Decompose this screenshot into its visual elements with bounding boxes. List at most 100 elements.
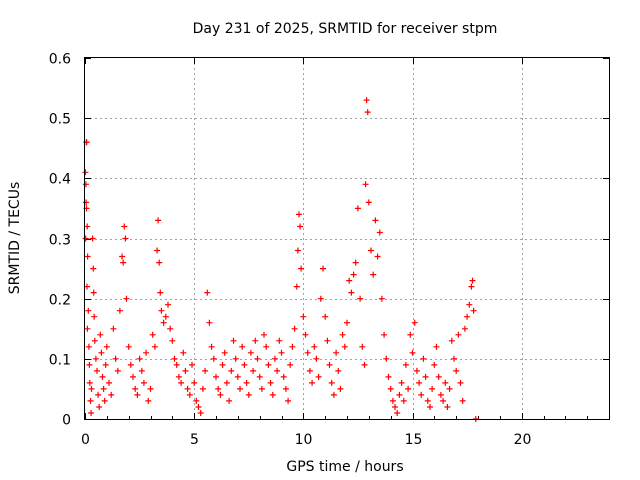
data-point [398, 379, 405, 386]
data-point [182, 367, 189, 374]
data-point [267, 379, 274, 386]
data-point [282, 385, 289, 392]
data-point [357, 295, 364, 302]
data-point [315, 373, 322, 380]
data-point [140, 379, 147, 386]
data-point [247, 349, 254, 356]
data-point [402, 361, 409, 368]
data-point [82, 181, 89, 188]
data-point [180, 349, 187, 356]
data-point [184, 385, 191, 392]
data-point [396, 391, 403, 398]
data-point [306, 367, 313, 374]
data-point [437, 391, 444, 398]
data-point [280, 373, 287, 380]
data-point [339, 331, 346, 338]
data-point [82, 235, 89, 242]
data-point [269, 391, 276, 398]
data-point [468, 283, 475, 290]
data-point [466, 301, 473, 308]
data-point [372, 217, 379, 224]
data-point [418, 391, 425, 398]
x-tick-label: 15 [405, 432, 423, 448]
data-point [464, 313, 471, 320]
x-tick-label: 20 [514, 432, 532, 448]
data-point [155, 217, 162, 224]
data-point [215, 385, 222, 392]
data-point [291, 325, 298, 332]
data-point [287, 361, 294, 368]
data-point [389, 397, 396, 404]
data-point [169, 337, 176, 344]
data-point [300, 313, 307, 320]
data-point [407, 331, 414, 338]
data-point [296, 211, 302, 218]
data-point [193, 397, 200, 404]
data-point [157, 289, 164, 296]
data-point [304, 349, 311, 356]
data-point [409, 349, 416, 356]
data-point [383, 355, 390, 362]
data-points [82, 97, 479, 422]
data-point [85, 307, 92, 314]
data-point [197, 410, 204, 416]
data-point [175, 373, 182, 380]
data-point [189, 361, 195, 368]
data-point [158, 307, 165, 314]
data-point [250, 367, 257, 374]
data-point [258, 385, 265, 392]
data-point [394, 410, 401, 416]
data-point [359, 343, 366, 350]
y-tick-label: 0 [62, 413, 71, 429]
data-point [252, 337, 259, 344]
data-point [311, 343, 318, 350]
axis-ticks [85, 58, 609, 420]
data-point [413, 367, 420, 374]
data-point [256, 373, 263, 380]
data-point [469, 277, 476, 284]
data-point [254, 355, 261, 362]
data-point [96, 404, 103, 410]
grid-lines [85, 58, 609, 419]
data-point [145, 397, 152, 404]
data-point [337, 385, 344, 392]
data-point [199, 385, 206, 392]
data-point [385, 373, 392, 380]
data-point [416, 379, 423, 386]
data-point [451, 355, 457, 362]
data-point [344, 319, 350, 326]
data-point [90, 289, 97, 296]
y-tick-label: 0.1 [49, 353, 71, 369]
data-point [400, 397, 407, 404]
chart-title: Day 231 of 2025, SRMTID for receiver stp… [193, 21, 498, 37]
data-point [219, 361, 226, 368]
data-point [125, 343, 132, 350]
data-point [217, 391, 224, 398]
data-point [455, 331, 462, 338]
data-point [276, 337, 283, 344]
data-point [317, 295, 324, 302]
data-point [302, 331, 309, 338]
y-tick-labels: 0 0.1 0.2 0.3 0.4 0.5 0.6 [49, 52, 71, 429]
data-point [195, 404, 202, 410]
data-point [241, 361, 248, 368]
data-point [143, 349, 150, 356]
data-point [335, 367, 342, 374]
data-point [138, 367, 145, 374]
data-point [326, 361, 333, 368]
x-tick-label: 0 [81, 432, 90, 448]
data-point [99, 373, 106, 380]
data-point [171, 355, 178, 362]
data-point [297, 223, 304, 230]
data-point [94, 367, 100, 374]
plot-frame [84, 57, 610, 420]
data-point [274, 367, 281, 374]
data-point [87, 397, 94, 404]
data-point [411, 319, 418, 326]
y-tick-label: 0.3 [49, 233, 71, 249]
data-point [376, 229, 383, 236]
data-point [352, 259, 359, 266]
data-point [191, 379, 198, 386]
data-point [132, 385, 139, 392]
data-point [130, 373, 136, 380]
